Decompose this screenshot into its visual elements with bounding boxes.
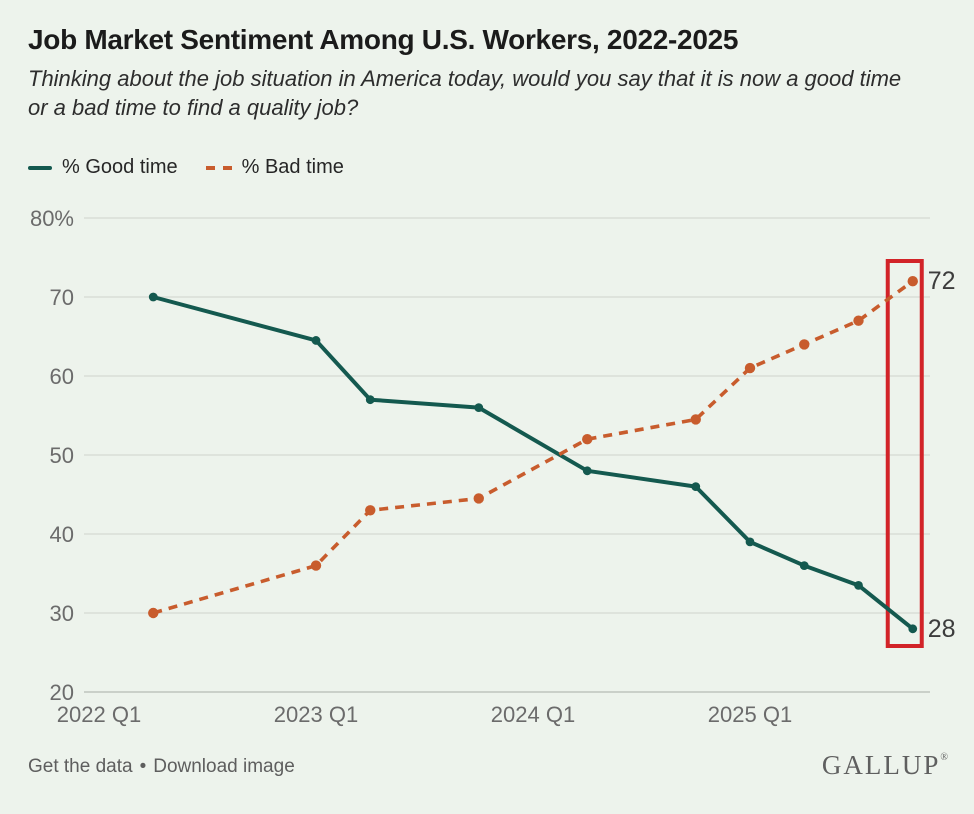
bad-time-dashed-swatch-icon [205,165,232,170]
footer-separator: • [139,756,147,777]
good-time-point [691,482,701,491]
legend-item-good-time: % Good time [28,156,178,179]
legend-label: % Good time [62,156,178,178]
bad-time-point [853,315,864,326]
legend-label: % Bad time [241,156,344,178]
y-tick-label: 40 [50,522,74,547]
good-time-point [908,624,918,634]
gallup-logo: GALLUP® [822,750,948,781]
good-time-line [152,295,915,631]
registered-trademark-icon: ® [940,752,948,763]
x-tick-label: 2024 Q1 [491,702,575,727]
y-tick-label: 80% [30,206,74,231]
chart-legend: % Good time % Bad time [28,156,344,179]
good-time-point [365,395,375,405]
bad-time-point [148,607,159,619]
bad-time-point [473,493,484,504]
y-tick-label: 70 [50,285,74,310]
good-time-point [311,336,321,345]
y-tick-label: 20 [50,680,74,705]
bad-time-point [365,505,376,516]
bad-time-point [310,560,322,571]
bad-time-point [690,414,701,425]
good-time-point [745,537,755,547]
x-tick-label: 2023 Q1 [274,702,358,727]
chart-subtitle-question: Thinking about the job situation in Amer… [28,66,902,121]
y-tick-label: 60 [50,364,74,389]
good-time-point [582,466,592,476]
end-value-label: 72 [928,267,956,295]
y-tick-label: 30 [50,601,74,626]
highlight-rect [885,259,924,648]
page-title: Job Market Sentiment Among U.S. Workers,… [28,24,739,55]
bad-time-point [907,276,918,287]
good-time-line-swatch-icon [28,165,52,170]
footer: Get the data • Download image [28,756,295,778]
bad-time-line [152,279,914,615]
good-time-point [474,403,484,412]
x-tick-label: 2022 Q1 [57,702,141,727]
good-time-point [148,292,158,302]
end-value-label: 28 [928,615,956,643]
good-time-point [854,580,863,590]
bad-time-point [799,339,810,350]
y-tick-label: 50 [50,443,74,468]
bad-time-point [582,434,593,445]
download-image-link[interactable]: Download image [153,756,295,777]
legend-item-bad-time: % Bad time [205,156,344,179]
good-time-point [799,561,809,570]
x-tick-label: 2025 Q1 [708,702,792,727]
bad-time-point [744,362,756,374]
get-the-data-link[interactable]: Get the data [28,756,133,777]
gallup-wordmark: GALLUP [821,750,941,780]
